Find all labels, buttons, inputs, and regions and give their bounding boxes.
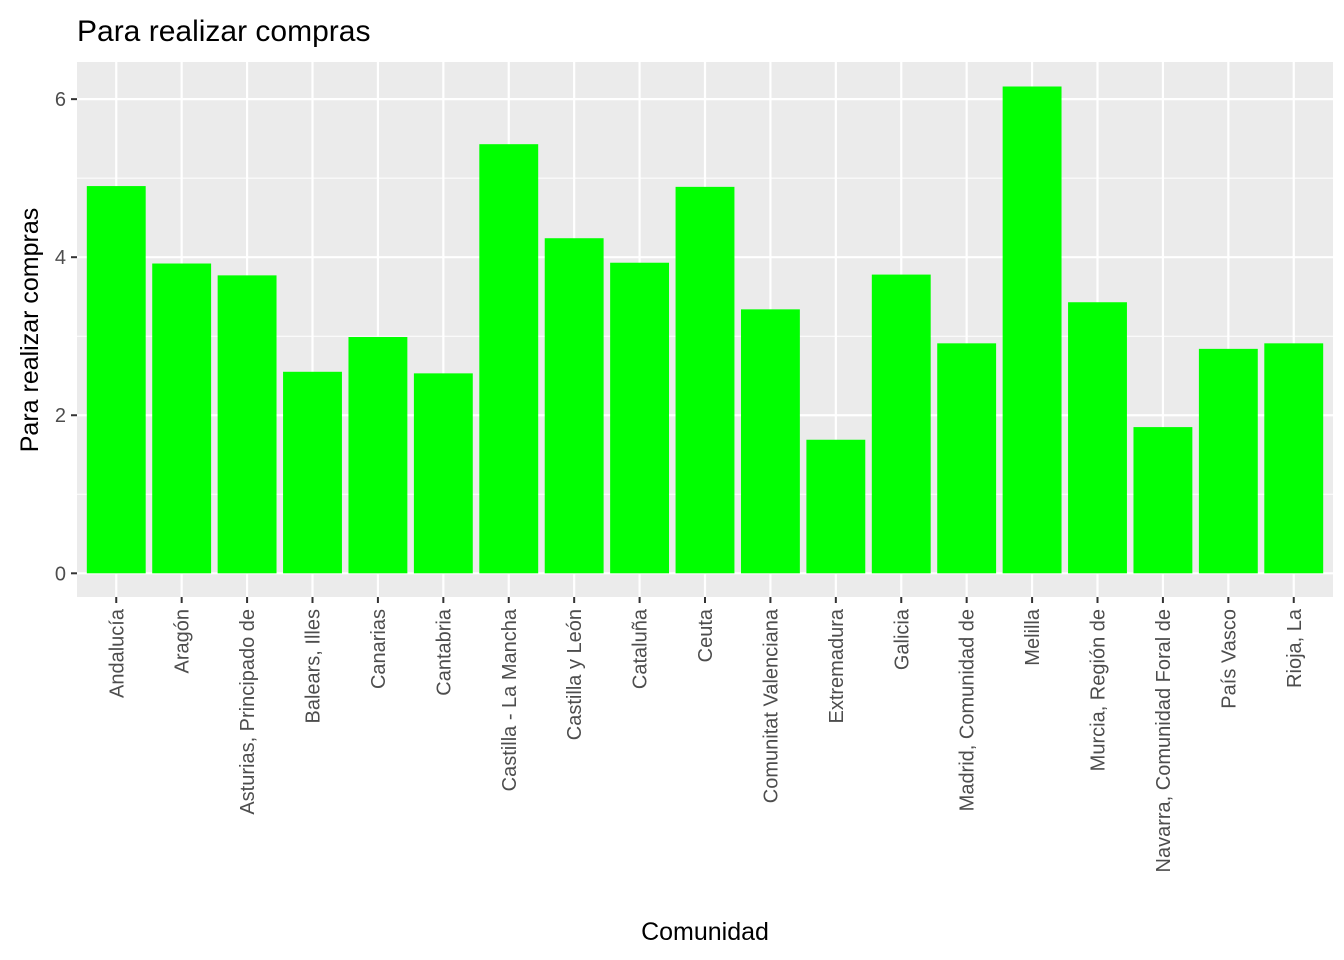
x-tick-label: Asturias, Principado de — [237, 609, 259, 815]
bar — [740, 309, 800, 574]
bar — [283, 371, 342, 574]
bar — [479, 144, 539, 574]
x-tick-label: Navarra, Comunidad Foral de — [1153, 609, 1175, 872]
x-tick-label: Balears, Illes — [303, 609, 325, 724]
y-axis-title: Para realizar compras — [16, 208, 44, 453]
y-tick-label: 0 — [55, 563, 66, 585]
x-tick-label: Murcia, Región de — [1088, 609, 1110, 771]
y-tick-label: 2 — [55, 405, 66, 427]
bar — [937, 343, 997, 574]
x-tick-label: Cantabria — [433, 608, 455, 696]
x-tick-label: Ceuta — [695, 608, 717, 662]
x-tick-label: Madrid, Comunidad de — [957, 609, 979, 811]
y-axis: 0 2 4 6 — [55, 89, 77, 585]
bar — [1133, 427, 1193, 574]
x-tick-label: Cataluña — [630, 608, 652, 689]
bar — [871, 274, 931, 574]
bar — [544, 238, 604, 574]
x-tick-label: Andalucía — [106, 608, 128, 698]
bar — [1264, 343, 1324, 574]
bar — [86, 186, 146, 574]
x-tick-label: Castilla y León — [564, 609, 586, 740]
x-tick-label: Extremadura — [826, 608, 848, 723]
y-tick-label: 4 — [55, 247, 66, 269]
x-tick-label: Galicia — [891, 608, 913, 670]
x-tick-label: Comunitat Valenciana — [760, 608, 782, 803]
x-tick-label: Melilla — [1022, 608, 1044, 666]
x-tick-label: Rioja, La — [1284, 608, 1306, 688]
y-tick-label: 6 — [55, 89, 66, 111]
bar — [348, 337, 408, 574]
bar — [610, 262, 670, 574]
bar — [1198, 348, 1258, 574]
x-tick-label: Castilla - La Mancha — [499, 608, 521, 791]
bar — [217, 275, 277, 574]
bar — [806, 439, 866, 574]
x-axis: Andalucía Aragón Asturias, Principado de Ba… — [106, 597, 1306, 872]
bars-group — [86, 86, 1324, 574]
x-tick-label: País Vasco — [1218, 609, 1240, 709]
x-axis-title: Comunidad — [641, 918, 769, 946]
chart-title: Para realizar compras — [77, 15, 370, 48]
bar — [1002, 86, 1062, 574]
bar — [413, 373, 473, 574]
bar — [675, 186, 735, 574]
bar — [152, 263, 212, 574]
bar — [1068, 302, 1127, 574]
x-tick-label: Canarias — [368, 609, 390, 689]
x-tick-label: Aragón — [172, 609, 194, 674]
